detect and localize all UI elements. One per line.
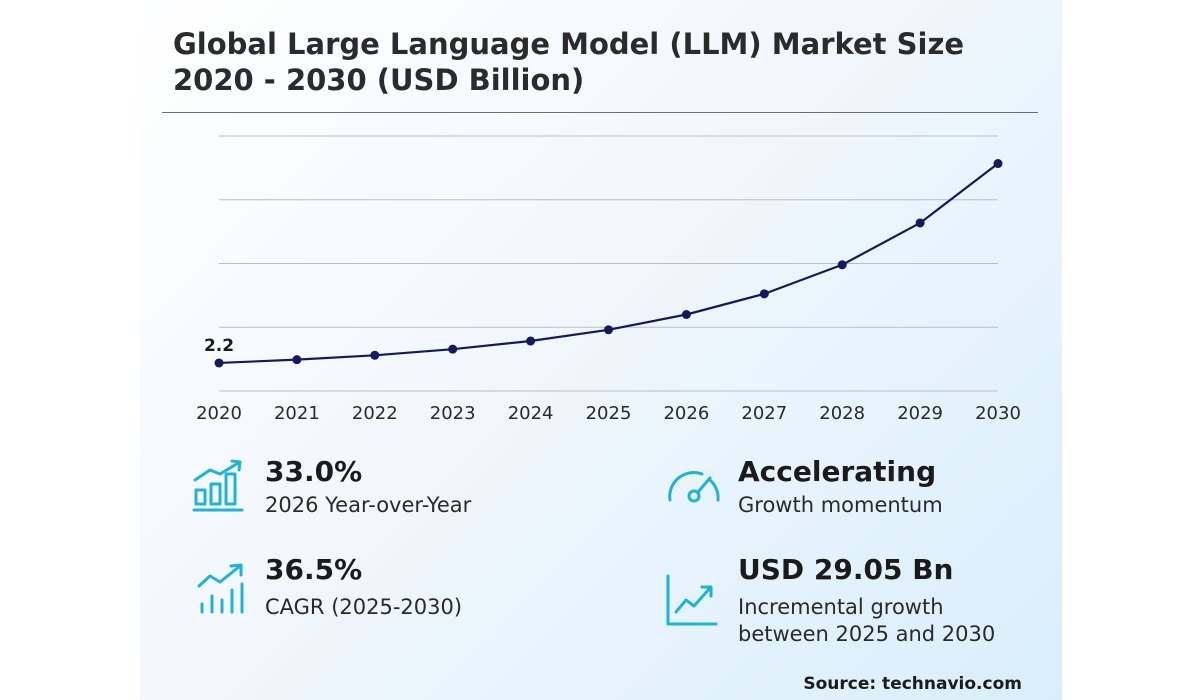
yoy-value: 33.0% xyxy=(265,455,363,488)
cagr-value: 36.5% xyxy=(265,553,363,586)
x-tick-label: 2026 xyxy=(663,403,709,424)
x-tick-label: 2028 xyxy=(819,403,865,424)
x-tick-label: 2023 xyxy=(430,403,476,424)
data-point-2021 xyxy=(292,355,302,365)
x-tick-label: 2030 xyxy=(975,403,1021,424)
speedometer-icon xyxy=(664,460,724,514)
momentum-label: Growth momentum xyxy=(738,493,943,517)
data-point-2024 xyxy=(526,336,536,346)
title-divider xyxy=(162,112,1038,113)
data-point-2023 xyxy=(448,344,458,354)
infographic-card: Global Large Language Model (LLM) Market… xyxy=(140,0,1062,700)
x-tick-label: 2029 xyxy=(897,403,943,424)
x-tick-label: 2021 xyxy=(274,403,320,424)
bar-chart-growth-icon xyxy=(192,458,246,518)
x-tick-label: 2025 xyxy=(586,403,632,424)
incremental-value: USD 29.05 Bn xyxy=(738,553,954,586)
data-point-2028 xyxy=(837,260,847,270)
chart-title: Global Large Language Model (LLM) Market… xyxy=(173,27,965,97)
data-point-2022 xyxy=(370,350,380,360)
momentum-value: Accelerating xyxy=(738,455,937,488)
data-label: 2.2 xyxy=(204,336,234,356)
data-point-2020 xyxy=(214,358,224,368)
data-point-2026 xyxy=(681,310,691,319)
line-chart: 2020 2021 2022 2023 2024 2025 2026 2027 2028 2029… xyxy=(196,135,1021,424)
data-point-2027 xyxy=(759,289,769,299)
data-point-2025 xyxy=(604,325,613,335)
x-tick-label: 2027 xyxy=(741,403,787,424)
line-chart-icon xyxy=(664,572,720,634)
x-tick-label: 2024 xyxy=(508,403,554,424)
x-tick-label: 2022 xyxy=(352,403,398,424)
data-point-2029 xyxy=(915,218,925,228)
x-tick-label: 2020 xyxy=(196,403,242,424)
incremental-label: Incremental growth between 2025 and 2030 xyxy=(738,595,996,646)
source-credit: Source: technavio.com xyxy=(803,674,1022,694)
data-point-2030 xyxy=(993,159,1003,169)
yoy-label: 2026 Year-over-Year xyxy=(265,493,472,517)
trend-up-bars-icon xyxy=(196,562,250,622)
cagr-label: CAGR (2025-2030) xyxy=(265,595,463,619)
